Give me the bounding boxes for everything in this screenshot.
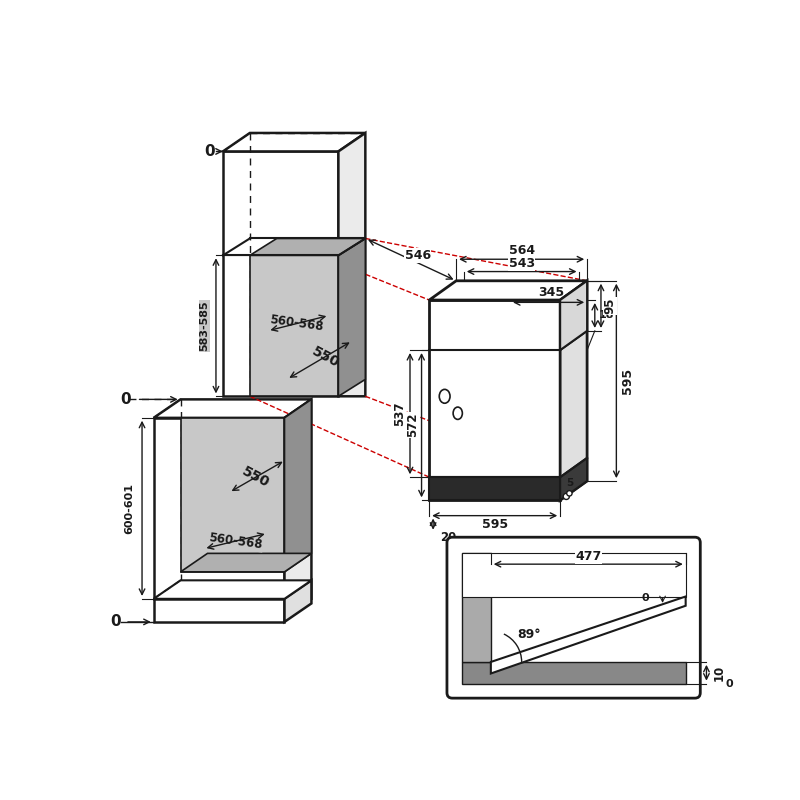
Text: 0: 0 (110, 614, 121, 630)
Polygon shape (250, 255, 338, 396)
Text: 583-585: 583-585 (199, 301, 210, 351)
Text: 89°: 89° (518, 629, 541, 642)
Ellipse shape (453, 407, 462, 419)
Polygon shape (154, 399, 311, 418)
Polygon shape (338, 238, 366, 396)
Text: 5: 5 (566, 478, 573, 488)
Text: 560-568: 560-568 (207, 531, 263, 551)
Polygon shape (181, 418, 285, 572)
Text: 0: 0 (726, 678, 734, 689)
Text: 20: 20 (440, 530, 457, 544)
Text: 560-568: 560-568 (268, 313, 324, 334)
Text: 0: 0 (641, 593, 649, 603)
Circle shape (563, 494, 570, 499)
Text: 10: 10 (712, 665, 726, 681)
Polygon shape (223, 151, 338, 396)
Polygon shape (285, 399, 311, 599)
Circle shape (566, 490, 572, 496)
Polygon shape (285, 399, 311, 572)
Text: 550: 550 (309, 345, 342, 371)
Text: 95: 95 (604, 298, 617, 314)
Polygon shape (285, 580, 311, 622)
Text: 0: 0 (205, 144, 215, 159)
Polygon shape (338, 133, 366, 396)
Text: 550: 550 (240, 464, 272, 490)
Text: 564: 564 (509, 243, 534, 257)
Ellipse shape (439, 390, 450, 403)
Polygon shape (181, 554, 311, 572)
Text: 595: 595 (482, 518, 508, 531)
Polygon shape (154, 580, 311, 599)
Polygon shape (223, 133, 366, 151)
Polygon shape (462, 554, 686, 597)
Polygon shape (491, 597, 686, 674)
Text: 572: 572 (406, 413, 419, 438)
Text: 0: 0 (120, 392, 130, 407)
Text: 18: 18 (598, 310, 614, 321)
Polygon shape (560, 281, 587, 500)
Polygon shape (430, 300, 560, 500)
Text: 546: 546 (405, 249, 430, 262)
Text: 600-601: 600-601 (125, 483, 134, 534)
Polygon shape (560, 458, 587, 500)
Polygon shape (560, 281, 587, 350)
Polygon shape (430, 281, 587, 300)
Text: 477: 477 (575, 550, 602, 563)
Polygon shape (462, 662, 686, 683)
Polygon shape (250, 238, 366, 255)
Text: 543: 543 (509, 258, 534, 270)
Text: 345: 345 (538, 286, 565, 299)
Polygon shape (430, 477, 560, 500)
Polygon shape (462, 554, 491, 662)
Text: 595: 595 (621, 368, 634, 394)
Text: 537: 537 (393, 402, 406, 426)
Polygon shape (154, 599, 285, 622)
FancyBboxPatch shape (447, 538, 700, 698)
Polygon shape (154, 418, 285, 599)
